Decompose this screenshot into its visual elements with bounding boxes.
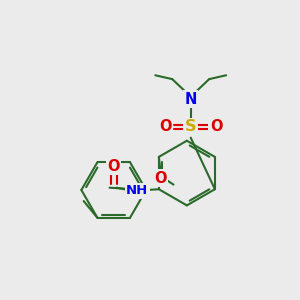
Text: O: O <box>210 119 222 134</box>
Text: O: O <box>159 119 172 134</box>
Text: N: N <box>184 92 197 106</box>
Text: S: S <box>185 119 196 134</box>
Text: O: O <box>107 159 120 174</box>
Text: NH: NH <box>126 184 148 197</box>
Text: O: O <box>154 171 167 186</box>
